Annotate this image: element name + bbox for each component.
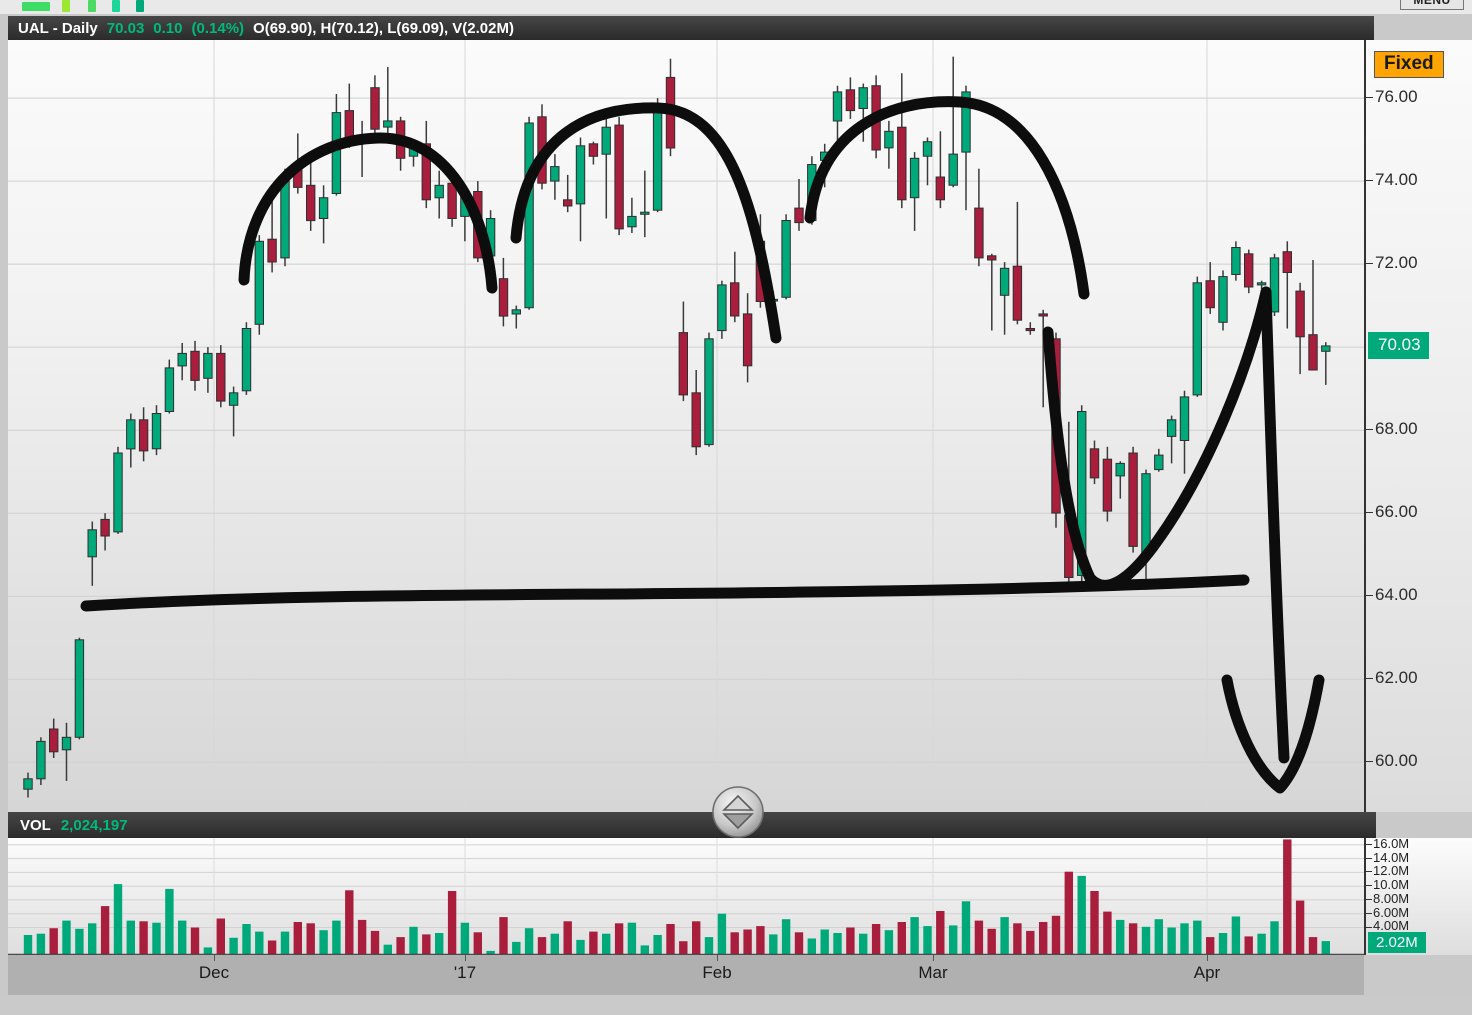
volume-tick-8.00M: 8.00M <box>1366 892 1409 905</box>
price-axis[interactable]: Fixed 76.00 74.00 72.00 68.00 66.00 64.00 62.0… <box>1364 40 1472 812</box>
chart-header: UAL - Daily 70.03 0.10 (0.14%) O(69.90),… <box>8 16 1374 40</box>
volume-value: 2,024,197 <box>60 816 128 834</box>
symbol-label: UAL - Daily <box>18 19 98 37</box>
volume-chart-pane[interactable] <box>8 838 1364 955</box>
menu-button[interactable]: MENU <box>1400 0 1464 10</box>
volume-last-chip: 2.02M <box>1368 932 1426 953</box>
fixed-scale-badge[interactable]: Fixed <box>1374 51 1444 78</box>
volume-tick-16.0M: 16.0M <box>1366 837 1409 850</box>
price-chart-pane[interactable] <box>8 40 1364 812</box>
volume-header: VOL 2,024,197 <box>8 812 1376 838</box>
indicator-bar-5 <box>136 0 144 12</box>
volume-tick-10.0M: 10.0M <box>1366 878 1409 891</box>
indicator-bar-1 <box>22 2 50 11</box>
date-tick-mark <box>933 955 934 961</box>
candlestick-plot <box>8 40 1364 812</box>
price-tick-74.00: 74.00 <box>1366 170 1418 190</box>
date-label-Feb: Feb <box>702 963 732 982</box>
date-label-Mar: Mar <box>918 963 948 982</box>
price-change-percent-label: (0.14%) <box>191 19 245 37</box>
indicator-bar-4 <box>112 0 120 12</box>
top-strip: MENU <box>0 0 1472 14</box>
volume-axis[interactable]: 16.0M 14.0M 12.0M 10.0M 8.00M 6.00M 4.00M 2.02… <box>1364 837 1472 955</box>
ohlcv-label: O(69.90), H(70.12), L(69.09), V(2.02M) <box>253 19 514 37</box>
price-tick-72.00: 72.00 <box>1366 253 1418 273</box>
price-tick-76.00: 76.00 <box>1366 87 1418 107</box>
date-tick-mark <box>717 955 718 961</box>
date-tick-mark <box>214 955 215 961</box>
volume-tick-14.0M: 14.0M <box>1366 851 1409 864</box>
price-tick-62.00: 62.00 <box>1366 668 1418 688</box>
last-price-chip: 70.03 <box>1368 331 1429 359</box>
volume-plot <box>8 838 1364 955</box>
pane-resize-handle[interactable] <box>707 781 769 843</box>
date-tick-mark <box>465 955 466 961</box>
volume-tick-6.00M: 6.00M <box>1366 906 1409 919</box>
price-tick-68.00: 68.00 <box>1366 419 1418 439</box>
price-tick-60.00: 60.00 <box>1366 751 1418 771</box>
volume-tick-12.0M: 12.0M <box>1366 864 1409 877</box>
date-axis[interactable]: Dec '17 Feb Mar Apr <box>8 955 1364 995</box>
date-label-17: '17 <box>453 963 477 982</box>
indicator-bar-2 <box>62 0 70 12</box>
date-tick-mark <box>1207 955 1208 961</box>
price-tick-64.00: 64.00 <box>1366 585 1418 605</box>
last-price-label: 70.03 <box>106 19 145 37</box>
indicator-bar-3 <box>88 0 96 12</box>
price-change-label: 0.10 <box>153 19 183 37</box>
window-bottom-edge <box>0 995 1472 1015</box>
volume-label: VOL <box>20 816 51 834</box>
date-label-Apr: Apr <box>1193 963 1221 982</box>
volume-tick-4.00M: 4.00M <box>1366 919 1409 932</box>
date-label-Dec: Dec <box>198 963 230 982</box>
price-tick-66.00: 66.00 <box>1366 502 1418 522</box>
